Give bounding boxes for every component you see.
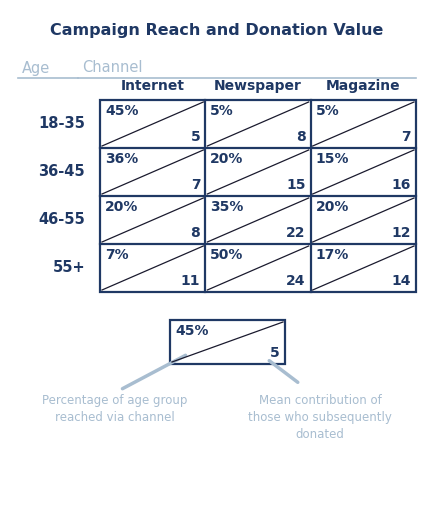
Text: Age: Age [22,60,50,76]
Text: 5: 5 [270,346,280,360]
Text: Percentage of age group
reached via channel: Percentage of age group reached via chan… [42,394,187,424]
Text: 24: 24 [286,274,306,288]
Text: 36-45: 36-45 [38,165,85,180]
Text: 50%: 50% [210,248,244,262]
Text: 7: 7 [191,178,201,192]
Text: 7%: 7% [105,248,128,262]
Text: Channel: Channel [82,60,142,76]
Text: Newspaper: Newspaper [214,79,302,93]
Text: 46-55: 46-55 [38,213,85,228]
Text: 20%: 20% [105,200,138,214]
Text: 5%: 5% [210,104,234,118]
Bar [170,320,285,364]
Text: 15: 15 [286,178,306,192]
Text: 5: 5 [191,130,201,144]
Text: 11: 11 [181,274,201,288]
Text: Campaign Reach and Donation Value: Campaign Reach and Donation Value [50,22,384,38]
Text: 45%: 45% [105,104,138,118]
Text: Mean contribution of
those who subsequently
donated: Mean contribution of those who subsequen… [248,394,392,441]
Bar [100,100,416,292]
Text: 5%: 5% [316,104,339,118]
Text: 14: 14 [391,274,411,288]
Text: 16: 16 [391,178,411,192]
Text: 45%: 45% [175,324,208,338]
Text: Internet: Internet [121,79,184,93]
Text: Magazine: Magazine [326,79,401,93]
Text: 7: 7 [401,130,411,144]
Text: 15%: 15% [316,152,349,166]
Text: 17%: 17% [316,248,349,262]
Text: 20%: 20% [210,152,244,166]
Text: 36%: 36% [105,152,138,166]
Text: 35%: 35% [210,200,244,214]
Text: 8: 8 [296,130,306,144]
Text: 20%: 20% [316,200,349,214]
Text: 22: 22 [286,226,306,240]
Text: 8: 8 [191,226,201,240]
Text: 18-35: 18-35 [38,117,85,131]
Text: 55+: 55+ [53,260,85,276]
Text: 12: 12 [391,226,411,240]
